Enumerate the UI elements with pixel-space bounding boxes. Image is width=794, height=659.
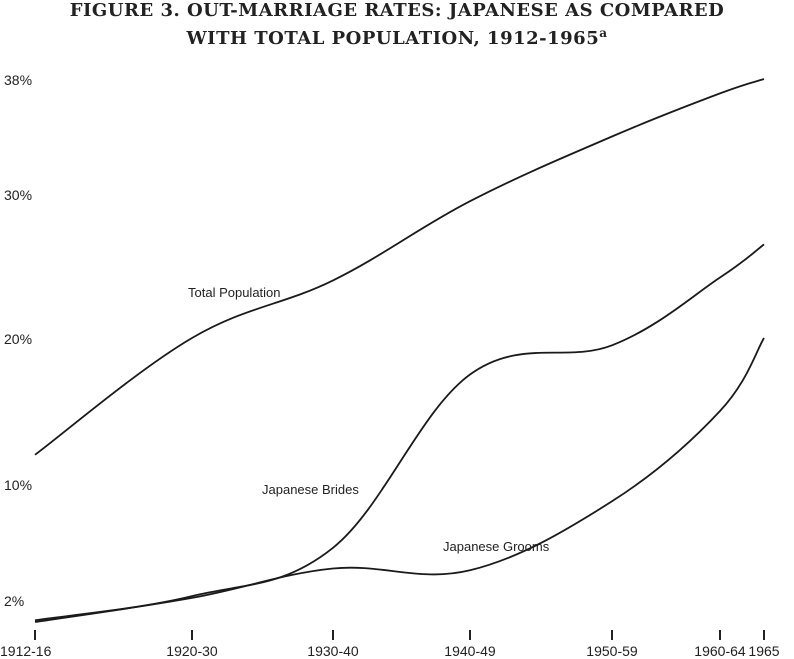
y-tick-label-0: 2% [4,593,24,609]
x-tick-label-6: 1965 [748,643,779,659]
y-axis: 2% 10% 20% 30% 38% [4,72,32,609]
y-tick-label-1: 10% [4,477,32,493]
title-footnote-marker: a [599,26,608,40]
y-tick-label-3: 30% [4,187,32,203]
y-tick-label-2: 20% [4,331,32,347]
series-label-total-population: Total Population [188,285,281,300]
plot-lines [34,78,765,623]
x-axis: 1912-16 1920-30 1930-40 1940-49 1950-59 1960-… [0,630,780,659]
series-line-total-population [34,78,765,456]
y-tick-label-4: 38% [4,72,32,88]
series-line-japanese-grooms [34,337,765,623]
series-label-japanese-grooms: Japanese Grooms [443,539,550,554]
chart-title-line-2: WITH TOTAL POPULATION, 1912-1965a [0,26,794,49]
series-label-japanese-brides: Japanese Brides [262,482,359,497]
x-tick-label-3: 1940-49 [444,643,496,659]
x-tick-label-1: 1920-30 [166,643,218,659]
series-line-japanese-brides [34,243,765,622]
x-tick-label-0: 1912-16 [0,643,52,659]
chart-title-line-2-text: WITH TOTAL POPULATION, 1912-1965 [186,28,600,49]
x-tick-label-5: 1960-64 [694,643,746,659]
chart-title-line-1: FIGURE 3. OUT-MARRIAGE RATES: JAPANESE A… [69,0,725,21]
series-labels: Total Population Japanese Brides Japanese … [188,285,550,554]
x-tick-label-2: 1930-40 [307,643,359,659]
x-tick-label-4: 1950-59 [586,643,638,659]
